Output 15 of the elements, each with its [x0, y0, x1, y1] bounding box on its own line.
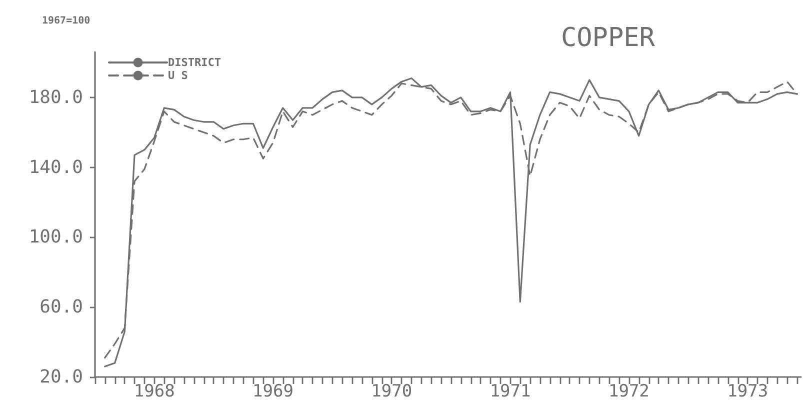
- y-tick-label: 20.0: [40, 366, 83, 388]
- x-tick-label: 1970: [371, 382, 412, 402]
- y-axis-title: 1967=100: [42, 16, 90, 26]
- x-tick-label: 1968: [134, 382, 175, 402]
- y-tick-label: 60.0: [40, 296, 83, 318]
- x-tick-label: 1971: [490, 382, 531, 402]
- chart-title: COPPER: [561, 23, 656, 53]
- x-tick-label: 1973: [727, 382, 768, 402]
- y-tick-label: 180.0: [28, 86, 83, 108]
- x-tick-label: 1972: [608, 382, 650, 402]
- y-tick-label: 100.0: [28, 226, 83, 248]
- legend-label: DISTRICT: [168, 56, 222, 69]
- legend-label: U S: [168, 69, 188, 82]
- y-tick-label: 140.0: [28, 156, 83, 178]
- x-tick-label: 1969: [252, 382, 294, 402]
